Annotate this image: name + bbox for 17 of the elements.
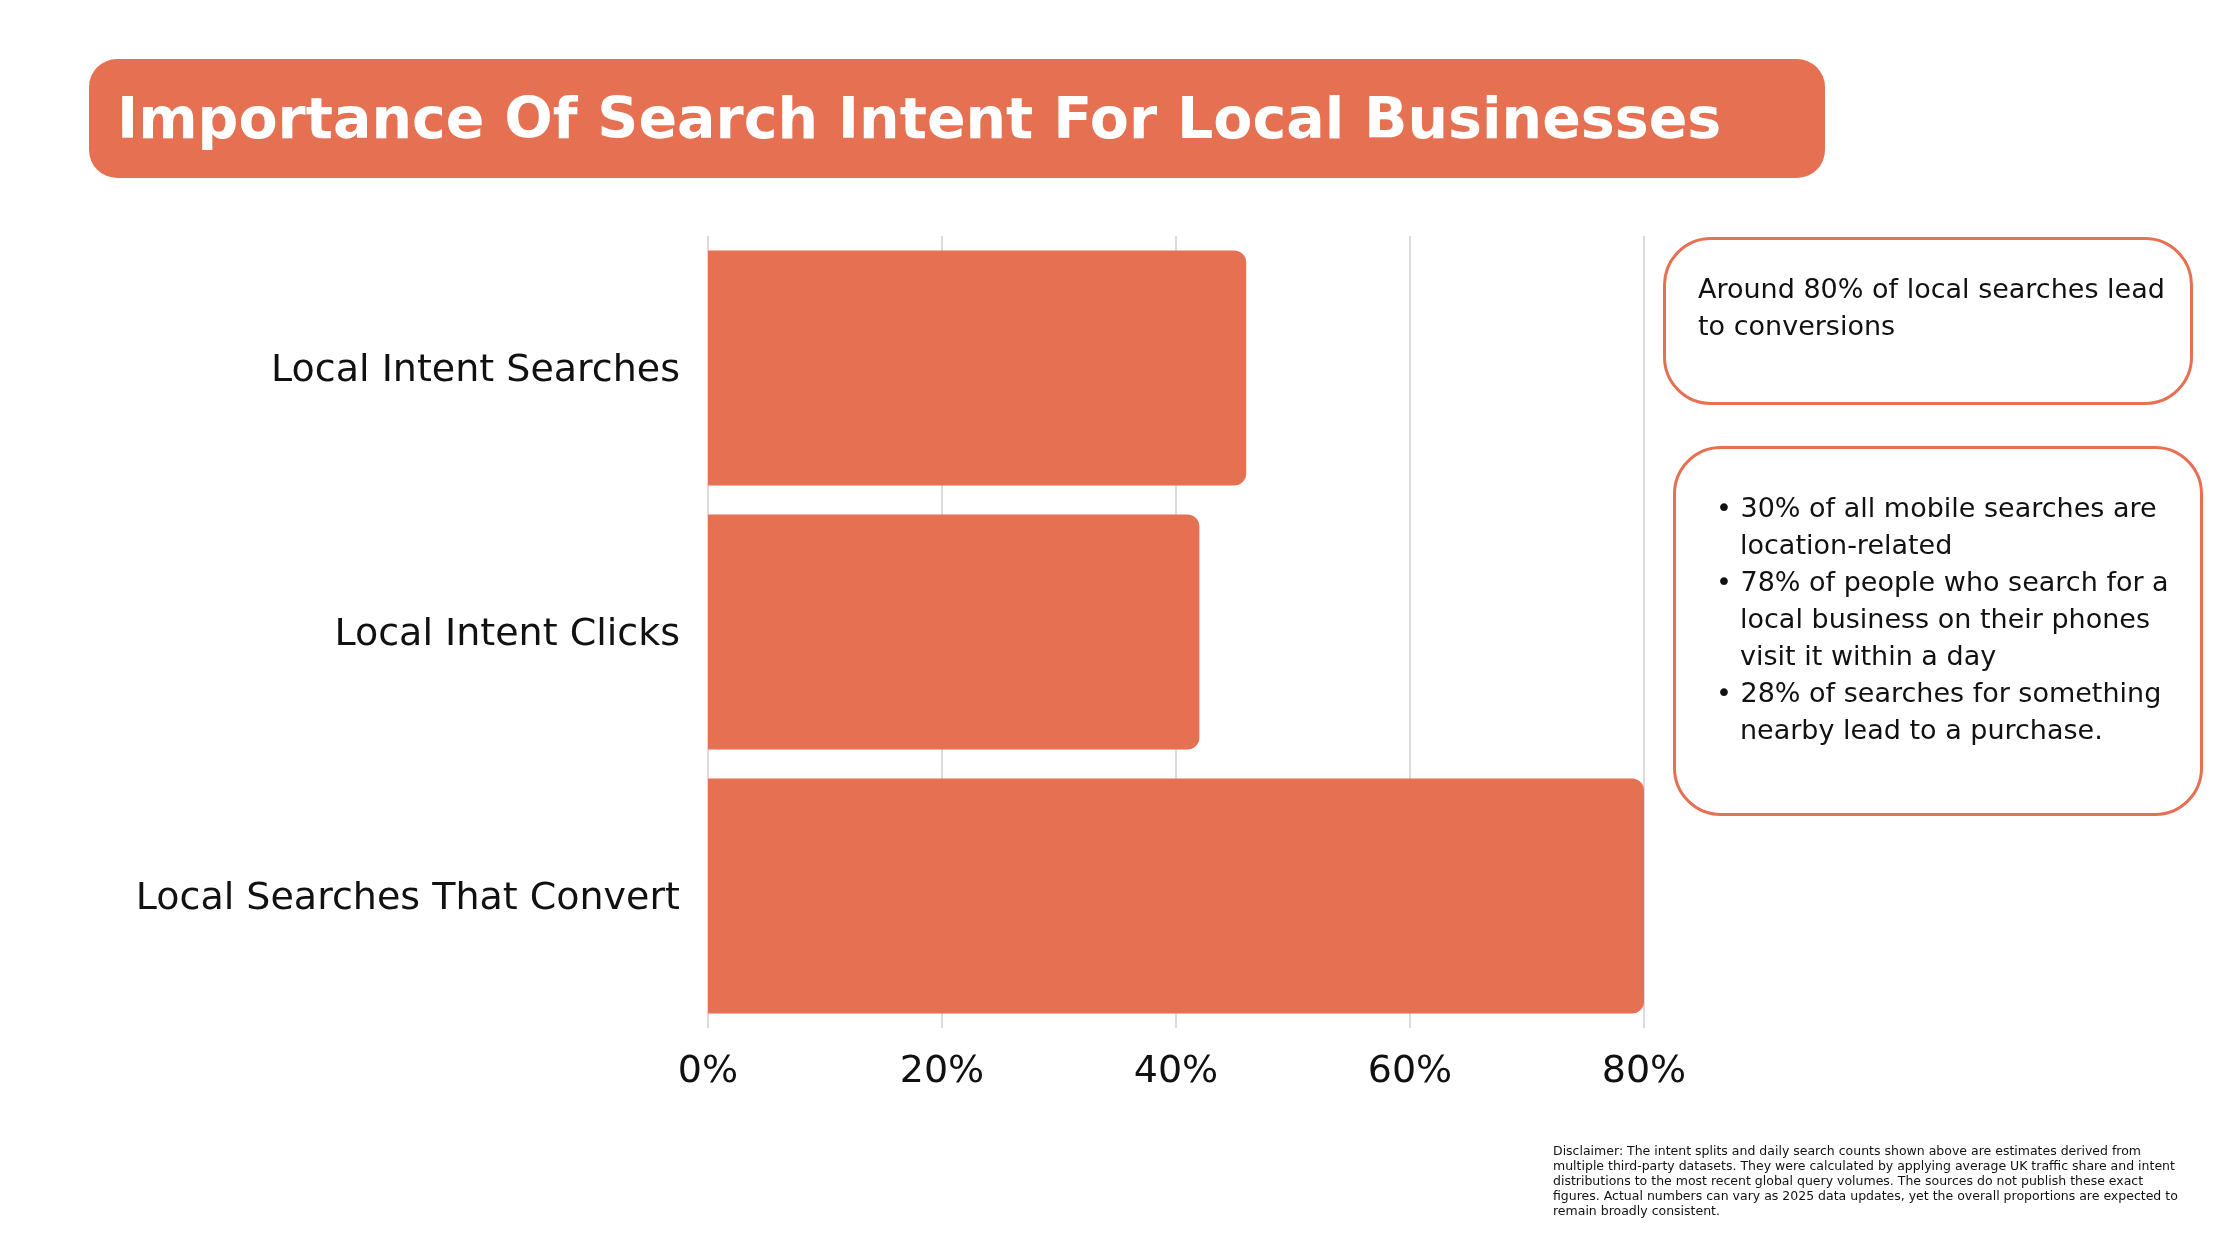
text: Around 80% of local searches lead to conversions [1663,237,2193,405]
x-tick-label: 20% [899,1047,985,1091]
chart-title: Importance Of Search Intent For Local Businesses [89,59,1825,178]
bar [708,250,1247,486]
text: • 28% of searches for something nearby lead to a purchase. [1715,676,2163,747]
x-tick-label: 40% [1133,1047,1219,1091]
text: • 78% of people who search for a local business on their phones visit it within a day [1715,565,2170,673]
text: Disclaimer: The intent splits and daily search counts shown above are estimates derived from multiple third-party datasets. They were calculated by applying average UK traffic share and intent distributions to the most recent global query volumes. The sources do not publish these exact figures. Actual numbers can vary as 2025 data updates, yet the overall proportions are expected to remain broadly consistent. [1553,1143,2179,1218]
bar [708,514,1200,750]
y-tick-label: Local Intent Searches [271,346,680,390]
x-tick-label: 80% [1601,1047,1687,1091]
x-tick-label: 0% [677,1047,739,1091]
x-tick-label: 60% [1367,1047,1453,1091]
bar [708,778,1644,1014]
y-tick-label: Local Searches That Convert [135,874,680,918]
text: • 30% of all mobile searches are location-related [1715,491,2158,562]
y-tick-label: Local Intent Clicks [334,610,680,654]
